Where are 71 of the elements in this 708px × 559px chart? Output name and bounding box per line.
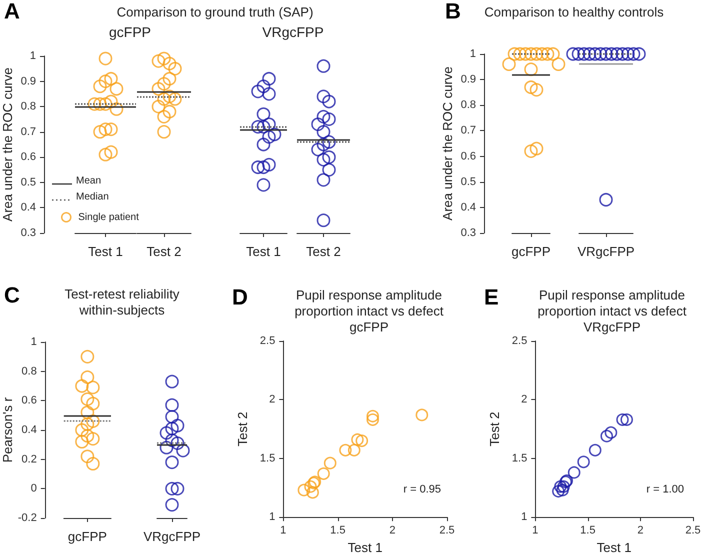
x-tick-label: 2 [389, 524, 396, 537]
y-tick-label: 0.9 [20, 75, 36, 88]
legend-label: Single patient [78, 212, 140, 223]
y-axis-title: Area under the ROC curve [0, 68, 15, 222]
y-axis-title: Pearson's r [0, 396, 15, 463]
x-tick-label: gcFPP [511, 244, 551, 259]
y-axis-title: Area under the ROC curve [440, 66, 455, 220]
y-tick-label: 0.6 [460, 150, 476, 162]
chart-subtitle: gcFPP [108, 24, 152, 40]
annotation: r = 0.95 [403, 484, 441, 496]
y-tick-label: 2 [269, 394, 276, 406]
y-tick-label: 0.8 [460, 99, 476, 112]
y-tick-label: 0.6 [22, 394, 37, 407]
y-tick-label: 2 [521, 394, 528, 406]
y-tick-label: 1 [30, 50, 36, 62]
y-tick-label: 0.7 [20, 126, 36, 138]
y-tick-label: -0.2 [18, 512, 37, 524]
annotation: Mean [76, 176, 102, 186]
y-tick-label: 0.4 [20, 202, 36, 214]
y-tick-label: 0.4 [22, 424, 37, 436]
y-axis-title: Test 2 [235, 412, 250, 446]
text: B [445, 0, 461, 24]
y-tick-label: 1 [30, 336, 37, 348]
y-axis-title: Test 2 [487, 412, 502, 446]
x-tick-label: 1.5 [330, 524, 346, 537]
x-axis-title: Test 1 [596, 540, 632, 555]
x-tick-label: VRgcFPP [143, 529, 201, 544]
chart-title: Pupil response amplitude proportion intact vs defect gcFPP [294, 288, 444, 334]
y-tick-label: 0.5 [460, 176, 476, 188]
y-tick-label: 0.8 [20, 100, 36, 113]
y-tick-label: 1 [470, 48, 476, 60]
y-tick-label: 1 [521, 511, 528, 524]
y-tick-label: 2.5 [260, 335, 276, 347]
x-tick-label: 1 [280, 524, 286, 537]
y-tick-label: 2.5 [512, 335, 528, 347]
annotation: Median [76, 192, 109, 202]
y-tick-label: 0.8 [22, 365, 37, 378]
x-tick-label: 2 [637, 524, 644, 537]
chart-title: Comparison to healthy controls [484, 4, 664, 20]
y-tick-label: 1.5 [260, 452, 276, 464]
x-tick-label: gcFPP [68, 529, 107, 544]
chart-title: Pupil response amplitude proportion intact vs defect VRgcFPP [538, 288, 687, 334]
chart-subtitle: VRgcFPP [262, 24, 324, 40]
y-tick-label: 0.6 [20, 151, 36, 164]
y-tick-label: 0.5 [20, 176, 36, 188]
x-tick-label: Test 1 [246, 244, 281, 259]
text: E [484, 284, 499, 310]
text: Comparison to ground truth (SAP) [116, 4, 314, 20]
x-tick-label: 1 [532, 524, 538, 537]
y-tick-label: 0 [30, 482, 37, 495]
x-tick-label: Test 1 [88, 244, 123, 259]
x-tick-label: Test 2 [306, 244, 341, 259]
text: A [4, 0, 20, 24]
x-axis-title: Test 1 [348, 540, 382, 555]
x-tick-label: 2.5 [439, 524, 455, 537]
y-tick-label: 0.9 [460, 74, 476, 86]
y-tick-label: 1.5 [512, 452, 528, 464]
chart-title: Test-retest reliability within-subjects [64, 286, 180, 318]
y-tick-label: 0.2 [22, 453, 37, 466]
x-tick-label: 2.5 [685, 524, 701, 537]
text: C [4, 282, 20, 308]
x-tick-label: VRgcFPP [577, 244, 635, 259]
y-tick-label: 0.3 [460, 227, 476, 239]
x-tick-label: Test 2 [146, 244, 182, 259]
y-tick-label: 0.7 [460, 124, 476, 137]
annotation: r = 1.00 [646, 484, 684, 496]
text: D [232, 284, 248, 310]
y-tick-label: 0.4 [460, 201, 476, 214]
y-tick-label: 1 [269, 511, 276, 524]
x-tick-label: 1.5 [580, 524, 596, 537]
y-tick-label: 0.3 [20, 227, 36, 239]
